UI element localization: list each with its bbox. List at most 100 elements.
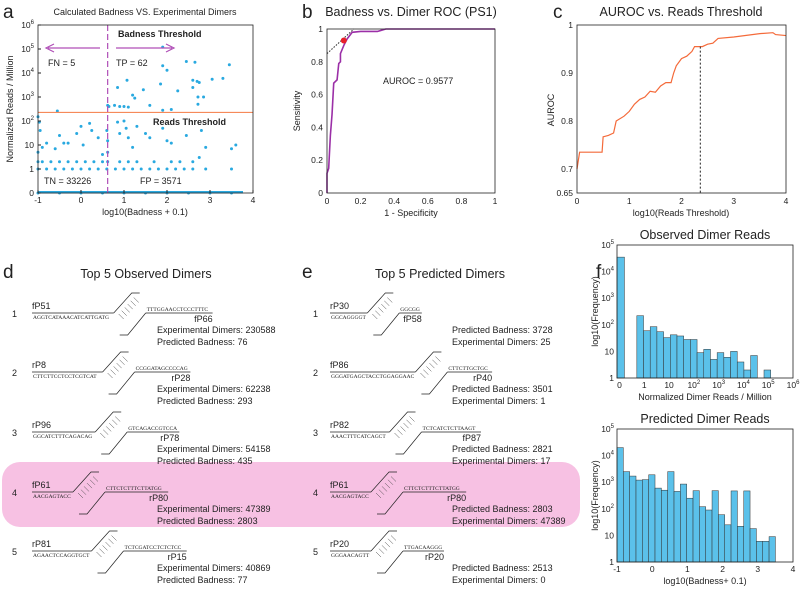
left-primer-name: rP8	[32, 360, 46, 370]
base-pair	[406, 419, 412, 425]
left-primer-name: rP20	[330, 539, 349, 549]
x-tick-label: 0	[575, 196, 580, 206]
histogram-bar	[656, 331, 664, 379]
highlighted-dimer-row	[2, 462, 580, 527]
base-pair	[409, 416, 415, 422]
scatter-point	[53, 167, 57, 171]
y-tick-label: 10	[605, 530, 615, 540]
right-primer-name: fP87	[462, 433, 481, 443]
histogram-bar	[636, 315, 644, 379]
dimer-stat-1: Predicted Badness: 2803	[452, 504, 553, 514]
scatter-point	[122, 119, 126, 123]
dimer-stat-2: Experimental Dimers: 47389	[452, 516, 566, 526]
hairpin-strands	[94, 411, 128, 455]
dimer-stat-2: Experimental Dimers: 0	[452, 575, 546, 585]
scatter-point	[191, 78, 195, 82]
scatter-point	[159, 82, 163, 86]
section-title: Top 5 Observed Dimers	[80, 267, 211, 281]
x-tick-label: 102	[687, 380, 700, 390]
histogram-bar	[643, 330, 651, 379]
dimer-stat-2: Predicted Badness: 435	[157, 456, 253, 466]
base-pair	[372, 313, 378, 320]
right-primer-sequence: TCTCATCTCTTAAGT	[423, 426, 477, 432]
scatter-point	[230, 167, 233, 171]
base-pair	[103, 429, 109, 435]
base-pair	[426, 366, 432, 372]
x-tick-label: 0.2	[355, 196, 367, 206]
base-pair	[381, 303, 387, 310]
histogram-bar	[654, 487, 662, 563]
scatter-point	[62, 141, 66, 145]
scatter-point	[193, 60, 197, 64]
reads-threshold-label: Reads Threshold	[153, 117, 226, 127]
base-pair	[113, 366, 119, 372]
dimer-rank: 5	[12, 547, 17, 557]
base-pair	[83, 486, 90, 492]
chart-title: Badness vs. Dimer ROC (PS1)	[325, 5, 497, 19]
base-pair	[387, 297, 393, 303]
scatter-point	[131, 93, 135, 97]
histogram-bar	[683, 339, 691, 379]
histogram-bar	[661, 489, 668, 563]
plot-frame	[576, 24, 787, 194]
roc-curve	[326, 28, 495, 193]
base-pair	[99, 548, 105, 554]
scatter-point	[230, 147, 233, 151]
dimer-row: 4 fP61 AACGAGTACC CTTCTCTTTCTTATGGrP80Predi…	[313, 471, 566, 526]
base-pair	[102, 545, 108, 551]
panel-letter-e: e	[302, 262, 313, 283]
scatter-point	[161, 108, 165, 112]
right-primer-name: rP20	[425, 552, 444, 562]
dimer-rank: 2	[313, 368, 318, 378]
scatter-point	[81, 143, 85, 147]
base-pair	[375, 310, 381, 316]
x-tick-label: -1	[34, 195, 42, 205]
histogram-bar	[629, 475, 637, 563]
y-tick-label: 103	[21, 92, 34, 102]
scatter-point	[92, 160, 96, 164]
dimer-rank: 3	[313, 428, 318, 438]
y-tick-label: 102	[601, 504, 614, 514]
y-tick-label: 103	[601, 477, 614, 487]
scatter-point	[135, 160, 139, 164]
base-pair	[109, 422, 115, 429]
x-tick-label: 4	[791, 564, 796, 574]
base-pair	[397, 429, 403, 435]
histogram-bar	[642, 479, 649, 563]
dimer-stat-2: Predicted Badness: 293	[157, 396, 253, 406]
left-primer-sequence: CTTCTTCCTCCTCGTCAT	[33, 374, 97, 380]
scatter-point	[144, 132, 147, 136]
histogram-bar	[750, 355, 758, 379]
x-axis-label: Normalized Dimer Reads / Million	[638, 392, 772, 402]
right-primer-name: fP66	[194, 314, 213, 324]
tp-label: TP = 62	[116, 58, 148, 68]
scatter-point	[135, 124, 139, 128]
scatter-point	[156, 167, 160, 171]
scatter-point	[196, 102, 200, 106]
dimer-stat-2: Experimental Dimers: 17	[452, 456, 551, 466]
left-primer-name: fP86	[330, 360, 349, 370]
y-tick-label: 0.9	[561, 68, 573, 78]
histogram-title: Predicted Dimer Reads	[640, 412, 769, 426]
histogram-bar	[676, 335, 684, 379]
plot-frame	[616, 244, 794, 379]
histogram-bar	[710, 359, 718, 379]
histogram-bar	[737, 526, 744, 563]
dimer-stat-1: Predicted Badness: 2821	[452, 444, 553, 454]
base-pair	[403, 422, 409, 429]
scatter-point	[169, 141, 173, 145]
y-tick-label: 104	[21, 68, 34, 78]
right-primer-sequence: TCTCGATCCTCTCTCC	[125, 545, 182, 551]
y-tick-label: 106	[21, 20, 34, 30]
base-pair	[381, 545, 388, 551]
base-pair	[96, 551, 102, 558]
base-pair	[384, 482, 391, 489]
base-pair	[390, 535, 397, 541]
scatter-point	[126, 105, 130, 109]
plot-frame	[326, 28, 496, 194]
y-tick-label: 0.65	[556, 188, 573, 198]
scatter-point	[66, 160, 70, 164]
left-primer-name: rP30	[330, 301, 349, 311]
histogram-bar	[680, 483, 687, 563]
